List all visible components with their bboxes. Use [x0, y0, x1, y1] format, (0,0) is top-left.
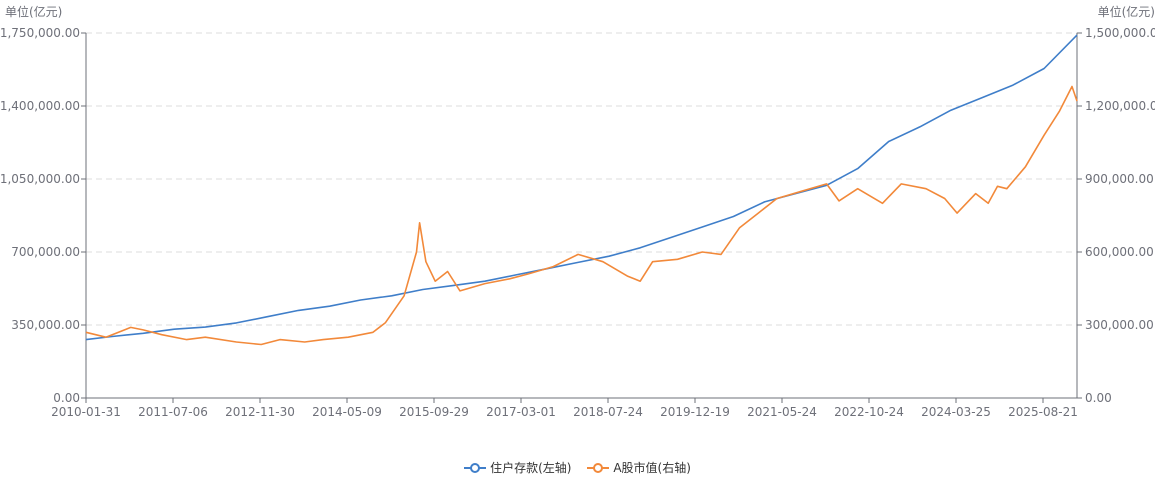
chart-legend: 住户存款(左轴) A股市值(右轴): [0, 459, 1155, 477]
x-tick-label: 2025-08-21: [1008, 405, 1078, 419]
x-tick-label: 2015-09-29: [399, 405, 469, 419]
y-left-tick-label: 1,400,000.00: [0, 99, 80, 113]
legend-marker-market-cap: [587, 462, 610, 473]
legend-item-deposits[interactable]: 住户存款(左轴): [464, 459, 571, 476]
y-left-tick-label: 1,750,000.00: [0, 26, 80, 40]
x-tick-label: 2010-01-31: [51, 405, 121, 419]
x-tick-label: 2012-11-30: [225, 405, 295, 419]
x-tick-label: 2024-03-25: [921, 405, 991, 419]
series-line-market-cap: [85, 85, 1078, 346]
y-left-tick-label: 0.00: [53, 391, 80, 405]
x-tick-label: 2011-07-06: [138, 405, 208, 419]
y-right-tick-label: 1,500,000.00: [1085, 26, 1155, 40]
right-axis-unit: 单位(亿元): [1097, 5, 1155, 19]
y-right-tick-label: 0.00: [1085, 391, 1112, 405]
y-right-tick-label: 300,000.00: [1085, 318, 1154, 332]
legend-marker-deposits: [464, 462, 487, 473]
y-right-tick-label: 1,200,000.00: [1085, 99, 1155, 113]
legend-label-deposits: 住户存款(左轴): [490, 461, 572, 475]
x-tick-label: 2022-10-24: [834, 405, 904, 419]
y-left-tick-label: 700,000.00: [11, 245, 80, 259]
y-left-tick-label: 350,000.00: [11, 318, 80, 332]
y-right-tick-label: 900,000.00: [1085, 172, 1154, 186]
x-tick-label: 2021-05-24: [747, 405, 817, 419]
x-tick-label: 2019-12-19: [660, 405, 730, 419]
legend-item-market-cap[interactable]: A股市值(右轴): [587, 459, 691, 476]
y-right-tick-label: 600,000.00: [1085, 245, 1154, 259]
x-tick-label: 2017-03-01: [486, 405, 556, 419]
x-tick-label: 2014-05-09: [312, 405, 382, 419]
series-line-deposits: [85, 34, 1078, 341]
left-axis-unit: 单位(亿元): [5, 5, 63, 19]
legend-label-market-cap: A股市值(右轴): [613, 461, 691, 475]
x-tick-label: 2018-07-24: [573, 405, 643, 419]
y-left-tick-label: 1,050,000.00: [0, 172, 80, 186]
